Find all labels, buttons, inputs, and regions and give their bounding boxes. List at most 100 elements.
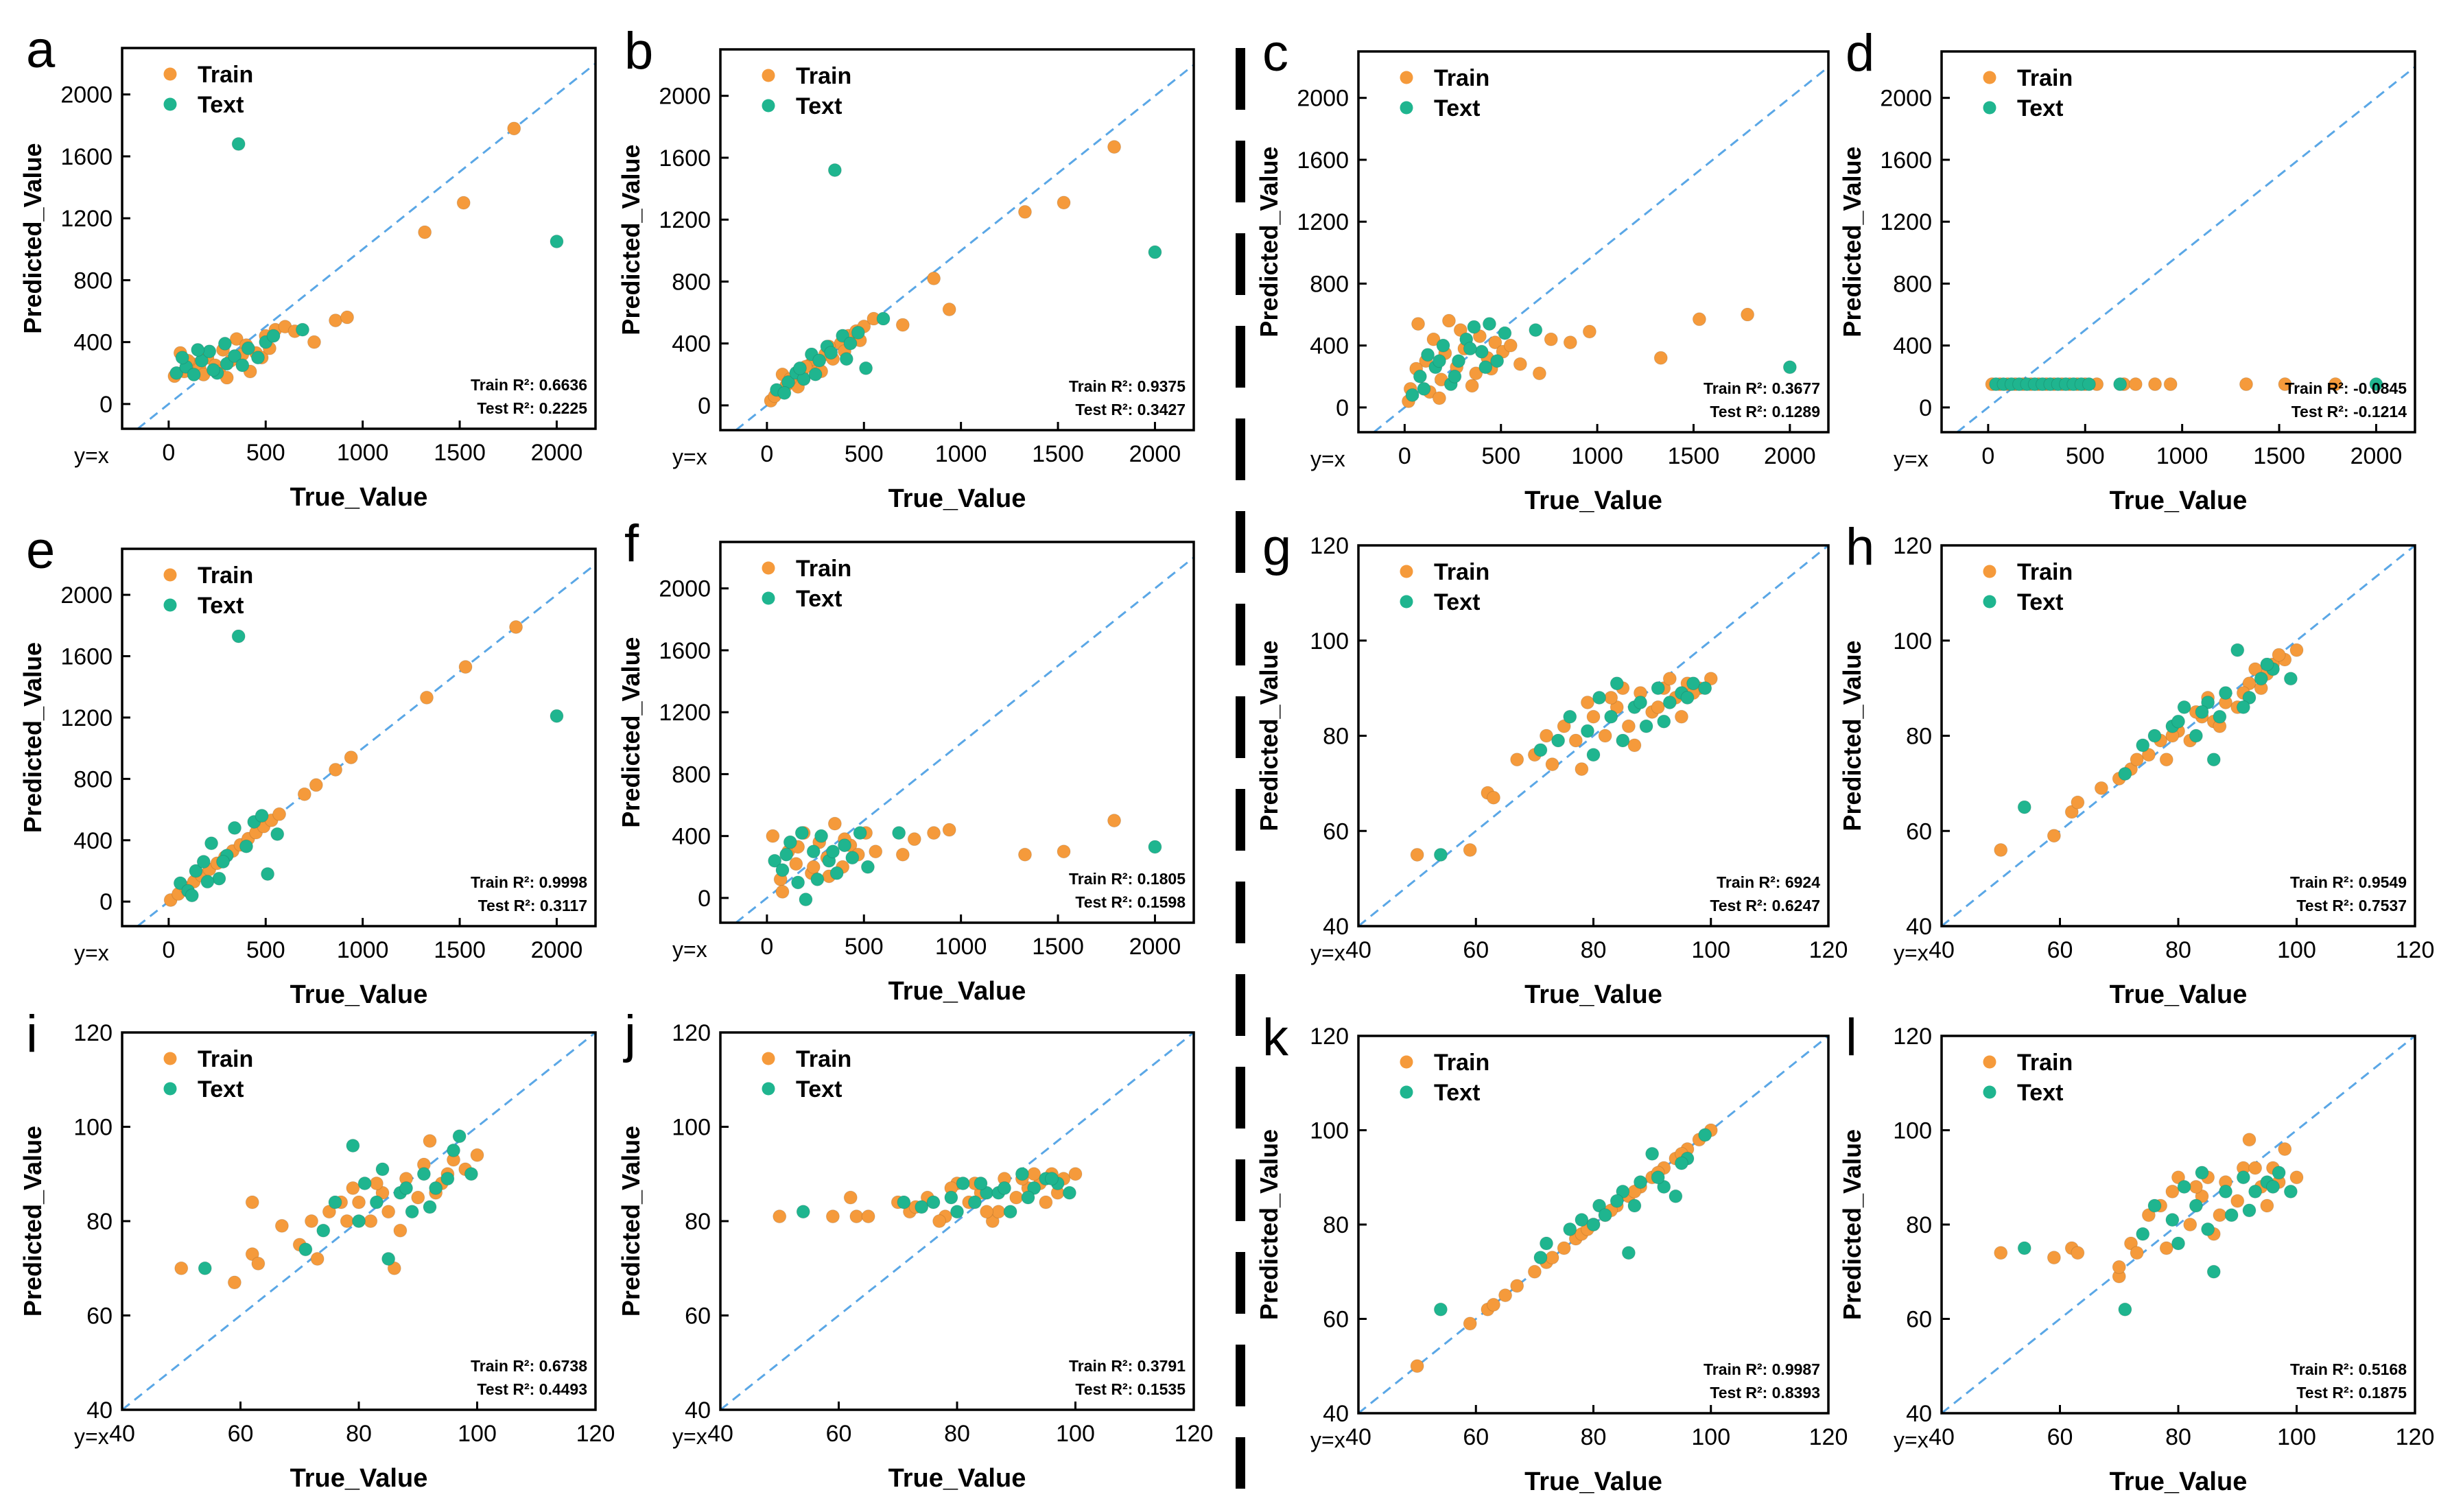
chart-panel-d: d 0 500 1000 1500 2000 0 400 800 1200 1600 2000 y=x T…: [1838, 24, 2416, 515]
train-point: [245, 1195, 259, 1209]
test-point: [2201, 695, 2215, 709]
legend-test-label: Text: [1434, 95, 1480, 121]
test-point: [1062, 1185, 1076, 1200]
legend-test-label: Text: [198, 593, 244, 619]
train-point: [1586, 709, 1601, 724]
x-tick-label: 100: [1056, 1421, 1095, 1447]
x-tick-label: 80: [2165, 1424, 2191, 1450]
panel-letter: i: [26, 1005, 38, 1063]
x-tick-label: 0: [162, 440, 175, 466]
y-tick-label: 60: [1323, 1307, 1349, 1333]
train-point: [272, 807, 287, 821]
legend-train-marker: [163, 67, 177, 81]
train-point: [2130, 753, 2144, 767]
plot-frame: [121, 547, 597, 928]
y-tick-label: 80: [1323, 724, 1349, 750]
train-point: [458, 660, 473, 674]
train-point: [932, 1214, 947, 1228]
y-tick-label: 1600: [60, 644, 113, 670]
train-point: [895, 318, 910, 332]
train-point: [2130, 1246, 2144, 1260]
chart-panel-c: c 0 500 1000 1500 2000 0 400 800 1200 1600 2000 y=x T…: [1255, 24, 1830, 515]
test-point: [2266, 1180, 2280, 1194]
train-point: [1575, 762, 1589, 777]
y-tick-label: 1200: [659, 700, 711, 726]
test-point: [2201, 1222, 2215, 1236]
test-point: [799, 893, 813, 907]
train-point: [456, 196, 471, 210]
y-tick-label: 80: [86, 1209, 113, 1235]
train-point: [393, 1223, 408, 1238]
legend-test-label: Text: [1434, 1080, 1480, 1106]
legend-train-label: Train: [796, 63, 851, 89]
train-point: [322, 1205, 336, 1219]
yx-label: y=x: [1310, 1428, 1345, 1452]
y-axis-title: Predicted_Value: [19, 642, 47, 833]
train-point: [419, 690, 434, 705]
train-point: [2272, 648, 2286, 662]
x-axis-title: True_Value: [2110, 1467, 2248, 1496]
train-r2-annotation: Train R²: 0.6738: [471, 1357, 587, 1375]
chart-panel-g: g 40 60 80 100 120 40 60 80 100 120 y=x True_Value Pr…: [1255, 518, 1848, 1009]
test-point: [357, 1177, 372, 1190]
train-point: [1662, 672, 1677, 686]
x-tick-label: 2000: [1129, 934, 1181, 960]
chart-panel-e: e 0 500 1000 1500 2000 0 400 800 1200 1600 2000 y=x T…: [19, 521, 597, 1009]
legend-test-marker: [163, 97, 177, 111]
y-tick-label: 1200: [60, 705, 113, 731]
train-point: [1426, 332, 1441, 346]
legend-test-marker: [1400, 101, 1413, 115]
test-point: [810, 872, 825, 886]
train-point: [1510, 1279, 1524, 1293]
legend-test-marker: [1400, 595, 1413, 609]
legend-train-label: Train: [1434, 65, 1489, 91]
test-point: [270, 827, 285, 841]
test-point: [1592, 1198, 1607, 1213]
panel-letter: k: [1262, 1008, 1289, 1067]
y-tick-label: 100: [1893, 628, 1932, 654]
train-point: [2242, 676, 2256, 691]
test-point: [2236, 700, 2250, 714]
train-point: [381, 1205, 396, 1219]
legend-test-marker: [762, 1082, 775, 1096]
y-axis-title: Predicted_Value: [19, 143, 47, 333]
test-point: [452, 1129, 467, 1144]
x-tick-label: 120: [1809, 937, 1848, 963]
train-point: [229, 332, 244, 346]
x-tick-label: 80: [1581, 1424, 1607, 1450]
legend-train-marker: [1983, 1055, 1996, 1069]
test-r2-annotation: Test R²: 0.1535: [1075, 1380, 1186, 1398]
test-point: [2171, 1236, 2185, 1251]
train-point: [2189, 1180, 2203, 1194]
y-axis-title: Predicted_Value: [1838, 1129, 1866, 1320]
legend-train-label: Train: [2017, 559, 2073, 585]
x-tick-label: 60: [228, 1421, 254, 1447]
train-point: [2165, 1184, 2180, 1198]
train-point: [2329, 377, 2343, 392]
x-tick-label: 2000: [1764, 443, 1816, 469]
train-point: [1027, 1167, 1041, 1181]
y-tick-label: 0: [1336, 395, 1349, 421]
legend-train-marker: [1400, 565, 1413, 578]
x-tick-label: 60: [1463, 1424, 1489, 1450]
train-point: [980, 1205, 994, 1219]
train-point: [1692, 312, 1706, 327]
y-tick-label: 800: [1310, 271, 1349, 297]
x-axis-title: True_Value: [2110, 980, 2248, 1009]
train-point: [1009, 1190, 1024, 1205]
test-point: [1616, 1184, 1630, 1198]
test-point: [783, 835, 797, 849]
x-tick-label: 1000: [2156, 443, 2208, 469]
train-point: [1994, 843, 2008, 857]
test-point: [1413, 369, 1427, 383]
x-tick-label: 1000: [337, 440, 389, 466]
test-point: [2136, 738, 2150, 753]
test-point: [777, 386, 792, 400]
y-tick-label: 60: [1906, 1307, 1932, 1333]
legend-train-marker: [163, 1052, 177, 1065]
train-point: [1017, 847, 1032, 862]
x-tick-label: 0: [760, 934, 773, 960]
test-point: [1417, 381, 1431, 396]
y-tick-label: 80: [685, 1209, 711, 1235]
train-point: [1568, 733, 1583, 748]
